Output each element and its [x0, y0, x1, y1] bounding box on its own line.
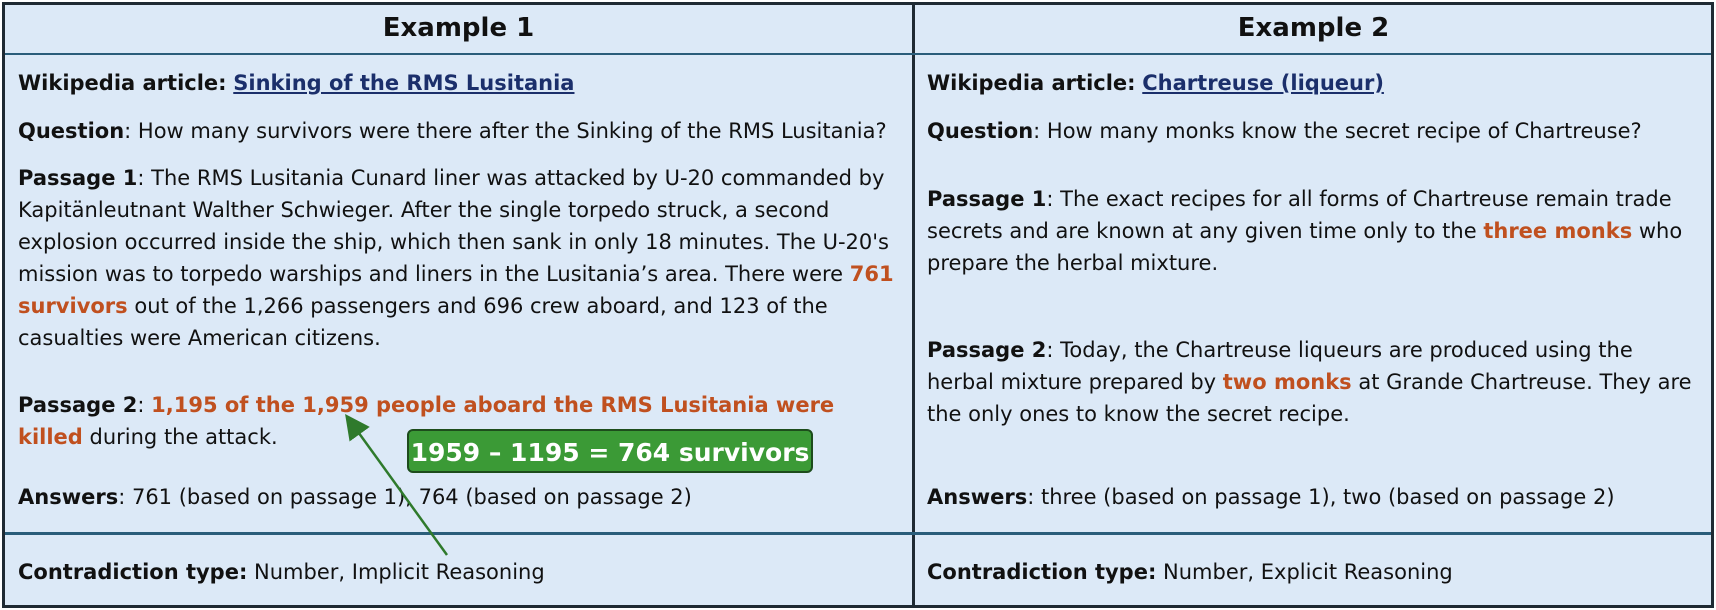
- example2-passage1: Passage 1: The exact recipes for all for…: [927, 183, 1702, 279]
- example2-passage2: Passage 2: Today, the Chartreuse liqueur…: [927, 334, 1702, 430]
- passage2-text: during the attack.: [82, 425, 278, 449]
- passage2-sep: :: [137, 393, 152, 417]
- contradiction-label: Contradiction type:: [18, 560, 248, 584]
- passage1-text-end: who prepare the herbal mixture.: [927, 219, 1683, 275]
- article-link[interactable]: Chartreuse (liqueur): [1142, 71, 1384, 95]
- passage1-text: : The exact recipes for all forms of Cha…: [927, 187, 1672, 243]
- passage2-highlight: two monks: [1222, 370, 1352, 394]
- calculation-callout: 1959 – 1195 = 764 survivors: [407, 429, 813, 473]
- passage2-highlight: 1,195 of the 1,959 people aboard the RMS…: [18, 393, 835, 449]
- example2-article: Wikipedia article: Chartreuse (liqueur): [927, 67, 1707, 99]
- contradiction-text: Number, Implicit Reasoning: [247, 560, 545, 584]
- passage1-text-end: out of the 1,266 passengers and 696 crew…: [18, 294, 828, 350]
- passage2-text-end: at Grande Chartreuse. They are the only …: [927, 370, 1692, 426]
- example1-article: Wikipedia article: Sinking of the RMS Lu…: [18, 67, 908, 99]
- article-link[interactable]: Sinking of the RMS Lusitania: [233, 71, 575, 95]
- contradiction-label: Contradiction type:: [927, 560, 1157, 584]
- answers-label: Answers: [18, 485, 119, 509]
- answers-text: : three (based on passage 1), two (based…: [1027, 485, 1615, 509]
- passage1-text: : The RMS Lusitania Cunard liner was att…: [18, 166, 889, 286]
- passage2-text: : Today, the Chartreuse liqueurs are pro…: [927, 338, 1633, 394]
- header-divider: [5, 53, 1711, 55]
- article-label: Wikipedia article:: [18, 71, 227, 95]
- passage2-label: Passage 2: [18, 393, 138, 417]
- passage2-label: Passage 2: [927, 338, 1047, 362]
- footer-divider: [5, 532, 1711, 535]
- answers-label: Answers: [927, 485, 1028, 509]
- example1-passage1: Passage 1: The RMS Lusitania Cunard line…: [18, 162, 906, 354]
- example2-title: Example 2: [1237, 13, 1390, 43]
- contradiction-text: Number, Explicit Reasoning: [1156, 560, 1453, 584]
- passage1-label: Passage 1: [18, 166, 138, 190]
- example1-answers: Answers: 761 (based on passage 1), 764 (…: [18, 481, 906, 513]
- example2-contradiction: Contradiction type: Number, Explicit Rea…: [927, 556, 1707, 588]
- passage1-label: Passage 1: [927, 187, 1047, 211]
- passage1-highlight: three monks: [1483, 219, 1633, 243]
- example2-question: Question: How many monks know the secret…: [927, 115, 1707, 147]
- question-label: Question: [927, 119, 1034, 143]
- question-label: Question: [18, 119, 125, 143]
- passage1-highlight: 761 survivors: [18, 262, 894, 318]
- example1-title: Example 1: [382, 13, 535, 43]
- example2-answers: Answers: three (based on passage 1), two…: [927, 481, 1707, 513]
- question-text: : How many monks know the secret recipe …: [1033, 119, 1642, 143]
- article-label: Wikipedia article:: [927, 71, 1136, 95]
- example1-contradiction: Contradiction type: Number, Implicit Rea…: [18, 556, 906, 588]
- answers-text: : 761 (based on passage 1), 764 (based o…: [118, 485, 692, 509]
- column-divider: [912, 5, 915, 605]
- example1-question: Question: How many survivors were there …: [18, 115, 913, 147]
- question-text: : How many survivors were there after th…: [124, 119, 887, 143]
- example1-passage2: Passage 2: 1,195 of the 1,959 people abo…: [18, 389, 906, 453]
